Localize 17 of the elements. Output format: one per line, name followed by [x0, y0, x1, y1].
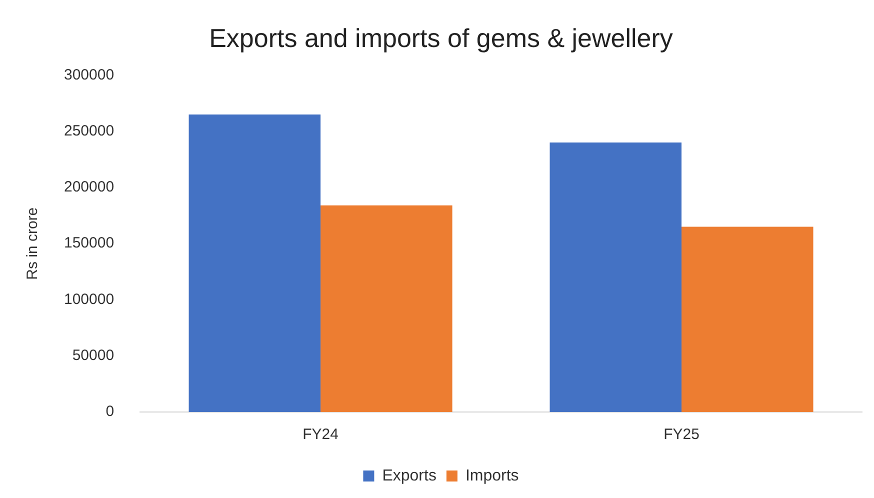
y-tick-label: 200000: [64, 178, 114, 196]
x-tick-label: FY24: [302, 426, 338, 444]
legend-label: Exports: [382, 467, 436, 484]
x-tick-label: FY25: [664, 426, 700, 444]
bar: [682, 226, 814, 412]
bar: [320, 205, 452, 412]
y-tick-label: 150000: [64, 234, 114, 252]
y-axis-title: Rs in crore: [24, 207, 42, 280]
y-tick-label: 0: [106, 403, 114, 420]
y-tick-label: 300000: [64, 66, 114, 84]
y-tick-label: 50000: [72, 347, 114, 364]
y-tick-label: 100000: [64, 290, 114, 308]
y-tick-label: 250000: [64, 122, 114, 140]
legend-label: Imports: [465, 467, 519, 484]
bar: [188, 114, 321, 412]
chart-title: Exports and imports of gems & jewellery: [209, 22, 673, 53]
bar: [550, 142, 682, 412]
